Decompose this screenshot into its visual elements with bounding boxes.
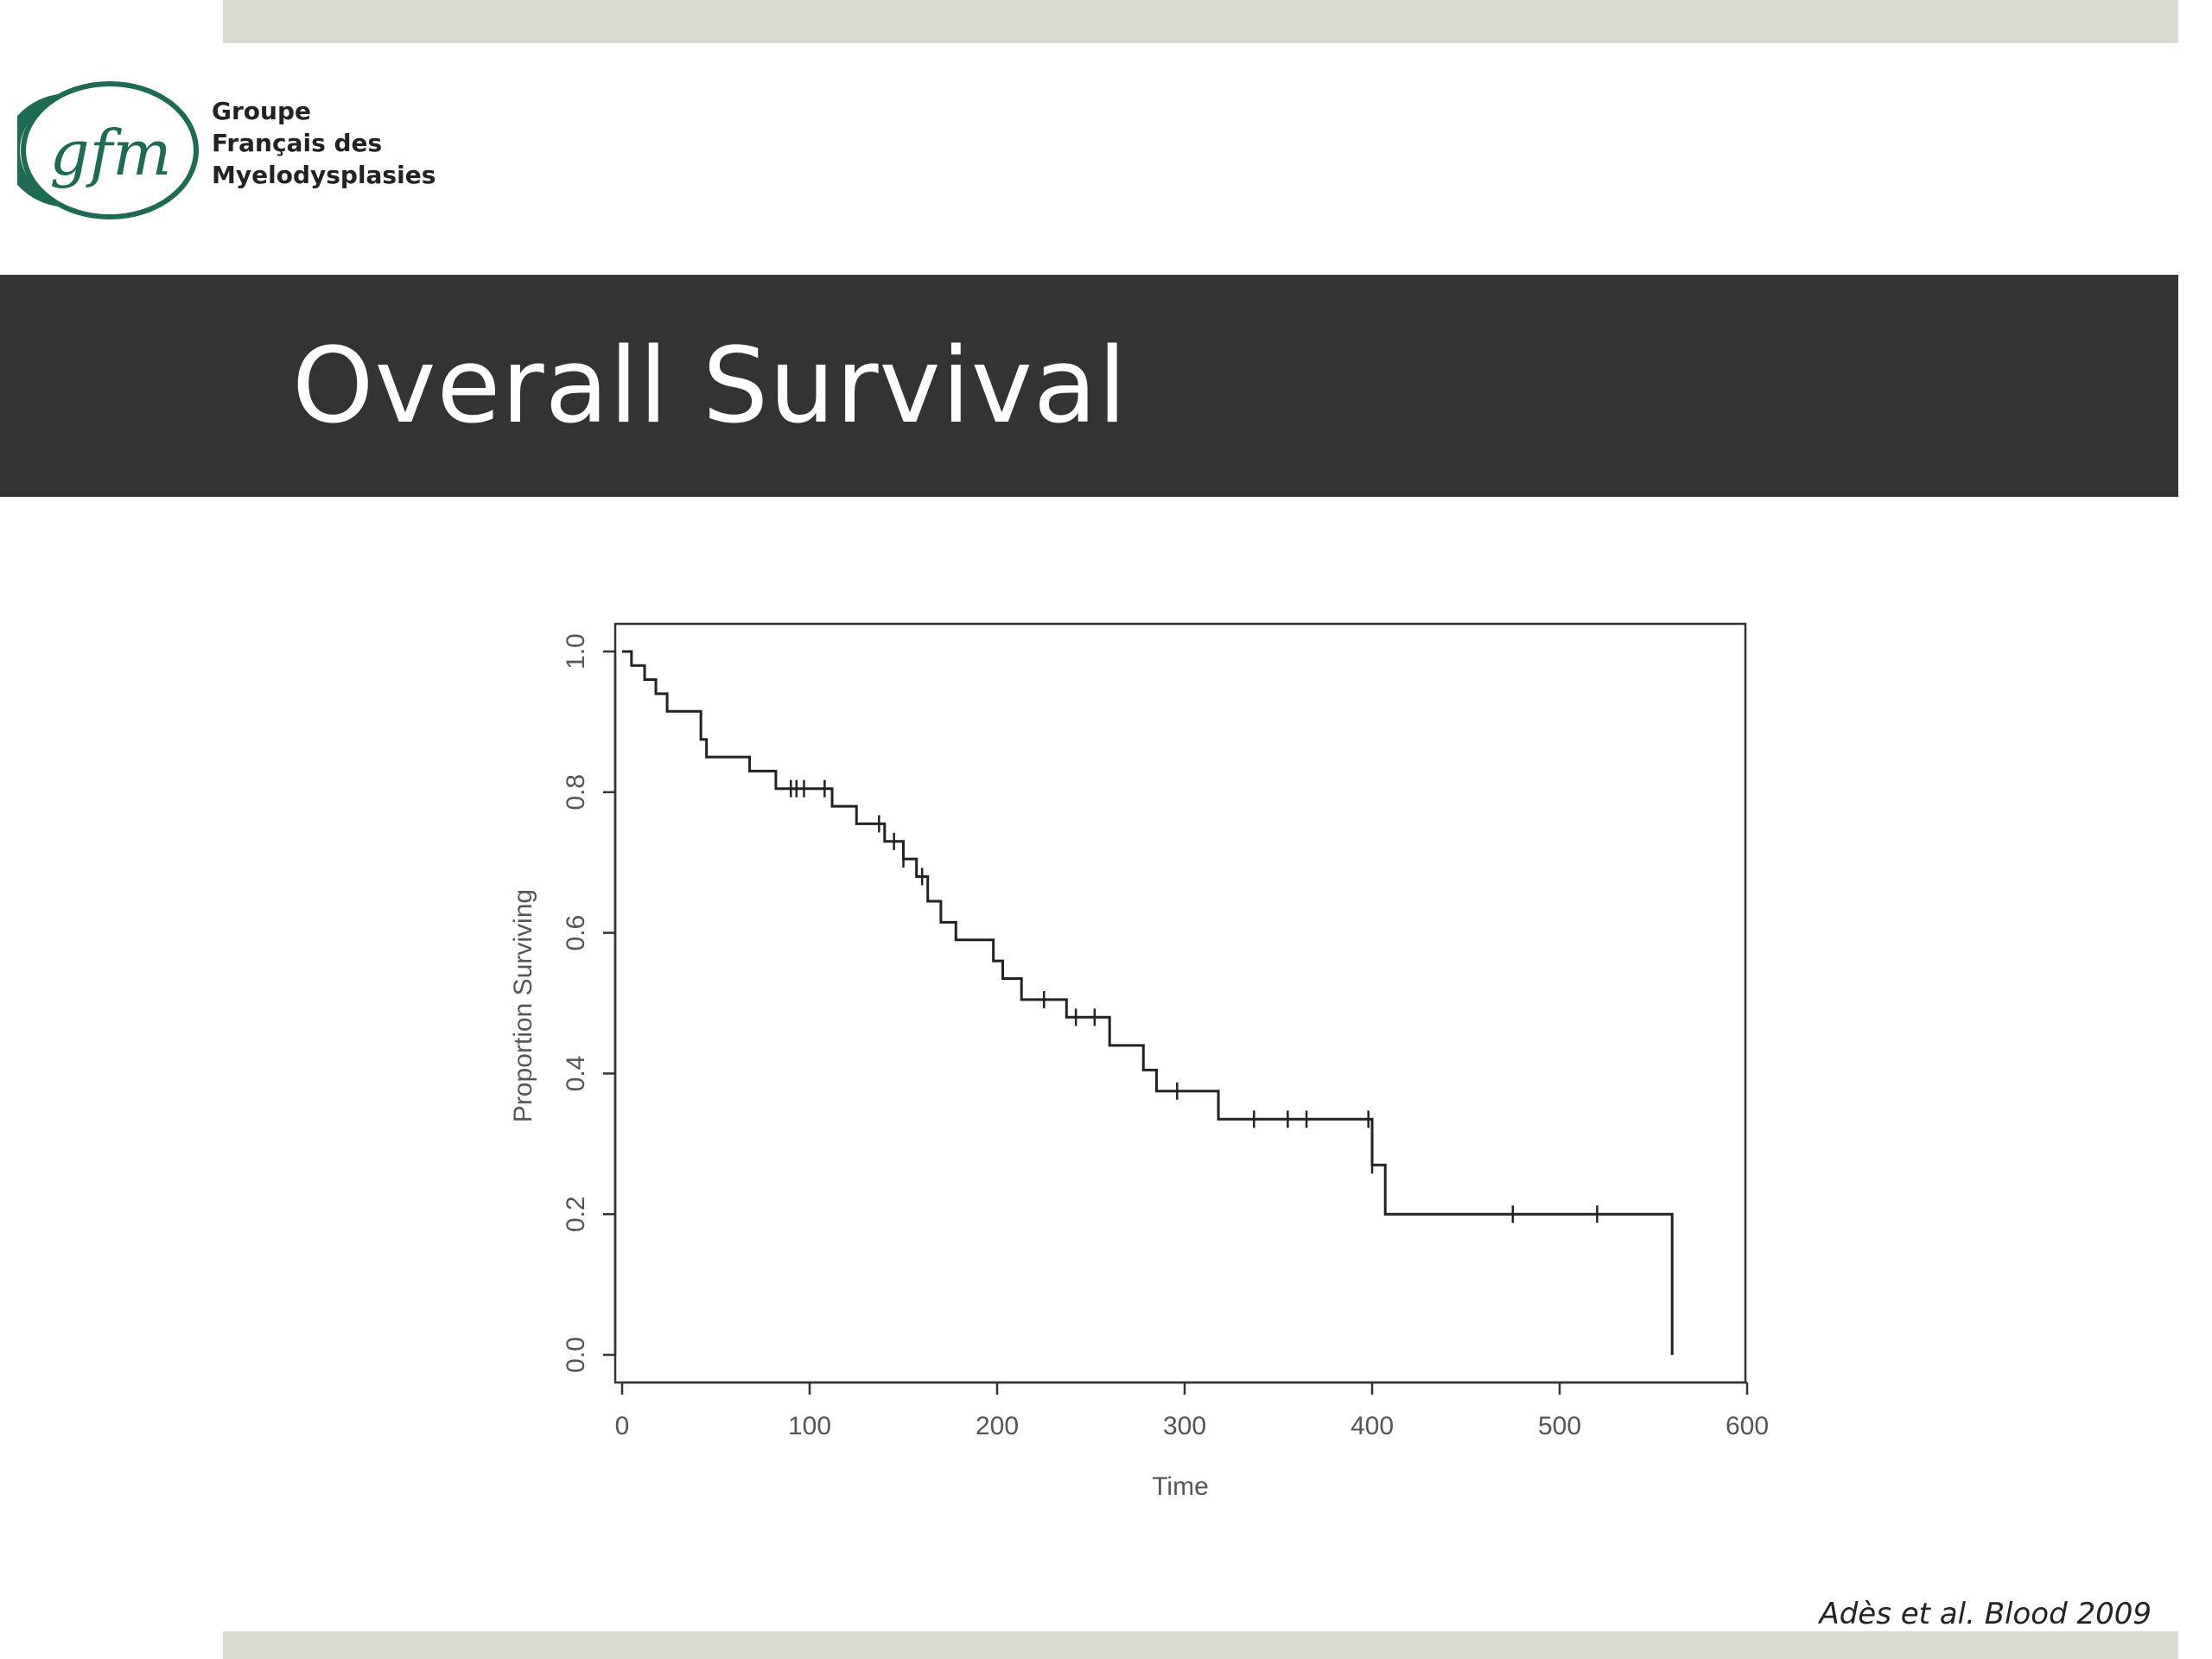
x-axis-label: Time bbox=[1152, 1472, 1209, 1501]
logo-crescent-icon bbox=[4, 93, 69, 207]
logo-line-3: Myelodysplasies bbox=[212, 161, 436, 189]
y-axis: 0.0 0.2 0.4 0.6 0.8 1.0 bbox=[562, 633, 617, 1373]
x-tick-label: 500 bbox=[1538, 1412, 1581, 1440]
top-accent-bar bbox=[223, 0, 2178, 43]
plot-frame bbox=[613, 622, 1747, 1384]
gfm-logo: gfm bbox=[4, 78, 467, 233]
y-tick-label: 1.0 bbox=[562, 633, 590, 670]
x-tick-label: 0 bbox=[615, 1412, 630, 1440]
logo-ring-icon bbox=[21, 81, 199, 219]
survival-curve bbox=[622, 650, 1674, 1355]
x-tick-label: 100 bbox=[788, 1412, 831, 1440]
bottom-accent-bar bbox=[223, 1631, 2178, 1659]
x-tick-label: 600 bbox=[1726, 1412, 1769, 1440]
x-tick-label: 400 bbox=[1351, 1412, 1394, 1440]
citation: Adès et al. Blood 2009 bbox=[1819, 1597, 2152, 1631]
y-axis-label: Proportion Surviving bbox=[509, 889, 537, 1122]
x-tick-label: 300 bbox=[1163, 1412, 1206, 1440]
y-tick-label: 0.6 bbox=[562, 915, 590, 951]
logo-wordmark: Groupe Français des Myelodysplasies bbox=[212, 95, 435, 191]
logo-line-1: Groupe bbox=[212, 97, 311, 125]
logo-mark: gfm bbox=[49, 117, 171, 189]
y-tick-label: 0.8 bbox=[562, 774, 590, 810]
y-tick-label: 0.4 bbox=[562, 1056, 590, 1092]
x-axis: 0 100 200 300 400 500 600 bbox=[615, 1381, 1769, 1440]
x-tick-label: 200 bbox=[976, 1412, 1019, 1440]
y-tick-label: 0.0 bbox=[562, 1337, 590, 1373]
censor-marks bbox=[790, 779, 1599, 1224]
logo-line-2: Français des bbox=[212, 129, 383, 157]
title-band: Overall Survival bbox=[0, 275, 2178, 497]
y-tick-label: 0.2 bbox=[562, 1196, 590, 1232]
slide-title: Overall Survival bbox=[292, 327, 1128, 447]
